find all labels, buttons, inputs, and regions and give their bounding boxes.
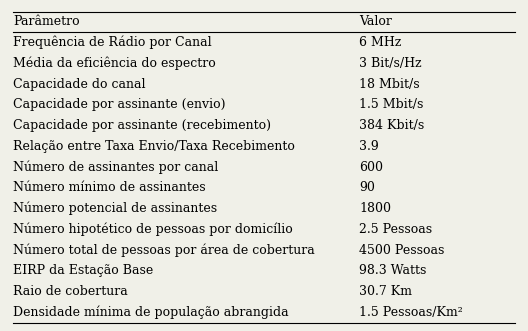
Text: Capacidade por assinante (recebimento): Capacidade por assinante (recebimento) — [13, 119, 271, 132]
Text: Raio de cobertura: Raio de cobertura — [13, 285, 128, 298]
Text: Capacidade por assinante (envio): Capacidade por assinante (envio) — [13, 98, 225, 112]
Text: Número potencial de assinantes: Número potencial de assinantes — [13, 202, 218, 215]
Text: 384 Kbit/s: 384 Kbit/s — [359, 119, 425, 132]
Text: 6 MHz: 6 MHz — [359, 36, 401, 49]
Text: EIRP da Estação Base: EIRP da Estação Base — [13, 264, 154, 277]
Text: Número total de pessoas por área de cobertura: Número total de pessoas por área de cobe… — [13, 243, 315, 257]
Text: Valor: Valor — [359, 16, 392, 28]
Text: Média da eficiência do espectro: Média da eficiência do espectro — [13, 57, 216, 70]
Text: 98.3 Watts: 98.3 Watts — [359, 264, 427, 277]
Text: 1.5 Mbit/s: 1.5 Mbit/s — [359, 98, 423, 112]
Text: 2.5 Pessoas: 2.5 Pessoas — [359, 223, 432, 236]
Text: Densidade mínima de população abrangida: Densidade mínima de população abrangida — [13, 306, 289, 319]
Text: Frequência de Rádio por Canal: Frequência de Rádio por Canal — [13, 36, 212, 49]
Text: Número mínimo de assinantes: Número mínimo de assinantes — [13, 181, 206, 194]
Text: 3 Bit/s/Hz: 3 Bit/s/Hz — [359, 57, 422, 70]
Text: Relação entre Taxa Envio/Taxa Recebimento: Relação entre Taxa Envio/Taxa Recebiment… — [13, 140, 295, 153]
Text: 1.5 Pessoas/Km²: 1.5 Pessoas/Km² — [359, 306, 463, 319]
Text: 600: 600 — [359, 161, 383, 174]
Text: Capacidade do canal: Capacidade do canal — [13, 78, 146, 91]
Text: 18 Mbit/s: 18 Mbit/s — [359, 78, 420, 91]
Text: Número hipotético de pessoas por domicílio: Número hipotético de pessoas por domicíl… — [13, 223, 293, 236]
Text: 4500 Pessoas: 4500 Pessoas — [359, 244, 445, 257]
Text: Número de assinantes por canal: Número de assinantes por canal — [13, 161, 219, 174]
Text: 3.9: 3.9 — [359, 140, 379, 153]
Text: Parâmetro: Parâmetro — [13, 16, 80, 28]
Text: 90: 90 — [359, 181, 375, 194]
Text: 1800: 1800 — [359, 202, 391, 215]
Text: 30.7 Km: 30.7 Km — [359, 285, 412, 298]
